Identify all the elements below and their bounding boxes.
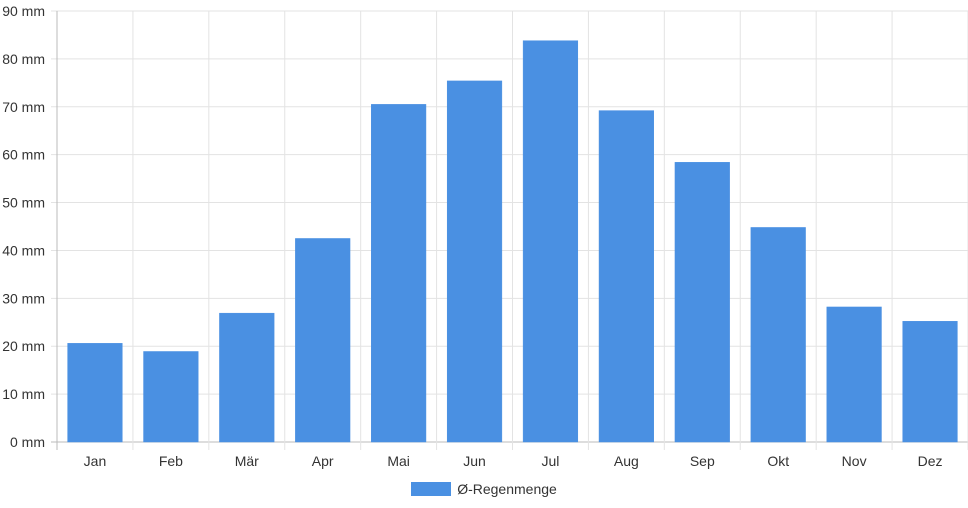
bar-Jul[interactable]: [522, 40, 579, 443]
x-tick-label: Jul: [542, 453, 560, 469]
x-tick-label: Dez: [918, 453, 943, 469]
y-tick-label: 10 mm: [2, 386, 45, 402]
y-axis-ticks: 0 mm 10 mm 20 mm 30 mm 40 mm 50 mm 60 mm 70 mm 8…: [2, 3, 45, 450]
x-tick-label: Mai: [387, 453, 410, 469]
legend-swatch: [411, 482, 452, 496]
bar-Sep[interactable]: [674, 162, 730, 443]
y-tick-label: 50 mm: [2, 195, 45, 211]
legend[interactable]: Ø-Regenmenge: [0, 481, 968, 497]
y-tick-label: 80 mm: [2, 51, 45, 67]
bar-Aug[interactable]: [598, 110, 654, 443]
bar-Nov[interactable]: [826, 306, 882, 443]
bar-Feb[interactable]: [143, 351, 199, 443]
y-tick-label: 90 mm: [2, 3, 45, 19]
x-tick-label: Feb: [159, 453, 183, 469]
bar-Apr[interactable]: [295, 238, 351, 443]
y-tick-label: 70 mm: [2, 99, 45, 115]
x-axis-ticks: Jan Feb Mär Apr Mai Jun Jul Aug Sep Okt Nov Dez: [84, 453, 943, 469]
y-tick-label: 30 mm: [2, 290, 45, 306]
x-tick-label: Nov: [842, 453, 867, 469]
grid-lines: [51, 10, 968, 450]
y-tick-label: 0 mm: [10, 434, 45, 450]
x-tick-label: Mär: [235, 453, 259, 469]
bar-Okt[interactable]: [750, 227, 806, 443]
bars: [67, 40, 958, 443]
bar-Dez[interactable]: [902, 321, 958, 443]
bar-Jun[interactable]: [446, 80, 503, 443]
bar-Mär[interactable]: [219, 312, 275, 443]
legend-label: Ø-Regenmenge: [457, 481, 557, 497]
x-tick-label: Apr: [312, 453, 334, 469]
x-tick-label: Okt: [767, 453, 789, 469]
y-tick-label: 20 mm: [2, 338, 45, 354]
bar-Jan[interactable]: [67, 343, 123, 443]
y-tick-label: 60 mm: [2, 147, 45, 163]
bar-Mai[interactable]: [371, 104, 427, 443]
x-tick-label: Sep: [690, 453, 715, 469]
x-tick-label: Aug: [614, 453, 639, 469]
y-tick-label: 40 mm: [2, 242, 45, 258]
x-tick-label: Jun: [463, 453, 486, 469]
x-tick-label: Jan: [84, 453, 107, 469]
